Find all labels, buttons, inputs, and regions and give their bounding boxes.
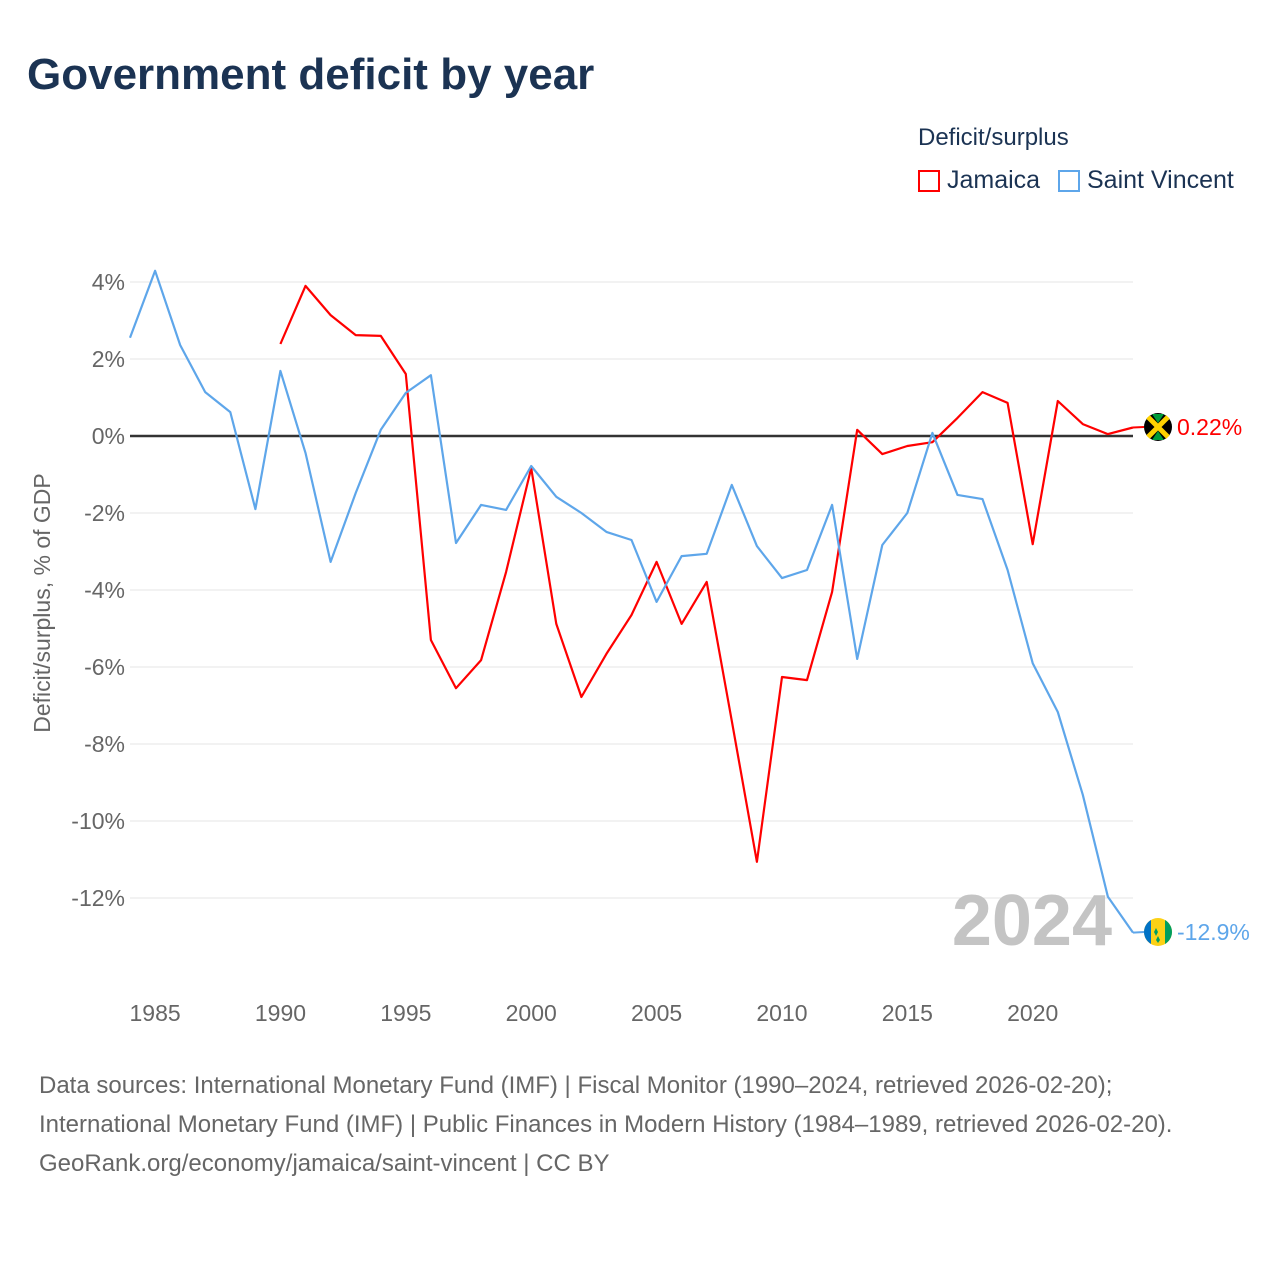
y-tick-label: -12% bbox=[71, 885, 125, 911]
legend-title: Deficit/surplus bbox=[918, 124, 1069, 151]
legend-item-jamaica[interactable]: Jamaica bbox=[918, 166, 1040, 195]
y-tick-label: 0% bbox=[92, 423, 125, 449]
x-tick-label: 2010 bbox=[756, 1000, 807, 1026]
source-link[interactable]: GeoRank.org/economy/jamaica/saint-vincen… bbox=[39, 1150, 610, 1177]
y-tick-label: -6% bbox=[84, 654, 125, 680]
y-tick-label: 2% bbox=[92, 346, 125, 372]
x-tick-label: 2020 bbox=[1007, 1000, 1058, 1026]
legend-label-jamaica: Jamaica bbox=[947, 166, 1041, 194]
end-value-label: 0.22% bbox=[1177, 414, 1242, 440]
end-connector bbox=[1132, 931, 1145, 934]
data-sources: Data sources: International Monetary Fun… bbox=[39, 1072, 1173, 1138]
y-axis-label: Deficit/surplus, % of GDP bbox=[29, 473, 55, 732]
series-line-saint-vincent bbox=[128, 269, 1134, 934]
y-tick-label: -2% bbox=[84, 500, 125, 526]
end-value-label: -12.9% bbox=[1177, 919, 1250, 945]
y-tick-label: -8% bbox=[84, 731, 125, 757]
legend-swatch-jamaica bbox=[918, 169, 940, 192]
y-tick-label: -4% bbox=[84, 577, 125, 603]
y-tick-label: 4% bbox=[92, 269, 125, 295]
x-tick-label: 1985 bbox=[129, 1000, 180, 1026]
chart-title: Government deficit by year bbox=[27, 50, 595, 99]
y-tick-label: -10% bbox=[71, 808, 125, 834]
series-line-jamaica bbox=[279, 284, 1134, 863]
x-tick-label: 1995 bbox=[380, 1000, 431, 1026]
footer: Data sources: International Monetary Fun… bbox=[39, 1066, 1239, 1183]
x-tick-label: 2005 bbox=[631, 1000, 682, 1026]
legend-label-saint-vincent: Saint Vincent bbox=[1087, 166, 1234, 194]
saint-vincent-flag-diamonds bbox=[1154, 928, 1164, 943]
x-tick-label: 2015 bbox=[882, 1000, 933, 1026]
saint-vincent-flag-green bbox=[1165, 920, 1172, 944]
legend-item-saint-vincent[interactable]: Saint Vincent bbox=[1058, 166, 1234, 195]
saint-vincent-flag-blue bbox=[1144, 920, 1151, 944]
jamaica-flag-saltire bbox=[1146, 415, 1170, 439]
legend-swatch-saint-vincent bbox=[1058, 169, 1080, 192]
end-connector bbox=[1132, 426, 1145, 429]
x-tick-label: 2000 bbox=[506, 1000, 557, 1026]
year-watermark: 2024 bbox=[952, 881, 1112, 961]
jamaica-flag-green bbox=[1152, 414, 1164, 440]
x-tick-label: 1990 bbox=[255, 1000, 306, 1026]
